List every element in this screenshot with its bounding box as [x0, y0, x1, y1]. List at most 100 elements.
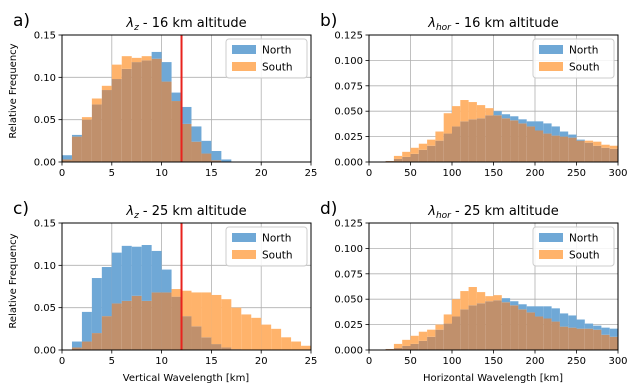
bar-overlap-a-13 [191, 141, 202, 162]
legend-label: North [569, 233, 598, 245]
bar-overlap-a-12 [181, 123, 192, 162]
bar-south-a-2 [81, 117, 92, 120]
bar-north-d-14 [501, 298, 511, 303]
panel-letter: c) [13, 199, 29, 219]
x-tick-label: 0 [366, 168, 372, 179]
bar-south-b-2 [402, 151, 411, 157]
bar-south-d-1 [393, 343, 403, 348]
legend-label: North [262, 45, 291, 57]
y-tick-label: 0.025 [334, 132, 363, 143]
bar-north-b-14 [501, 114, 511, 119]
bar-north-c-0 [71, 341, 82, 348]
bar-south-d-12 [485, 296, 494, 302]
bar-south-c-23 [301, 345, 311, 350]
bar-north-c-4 [111, 252, 122, 304]
bar-overlap-b-6 [435, 140, 444, 162]
bar-north-b-22 [568, 134, 577, 138]
bar-overlap-d-15 [510, 305, 519, 350]
bar-overlap-d-24 [584, 328, 594, 350]
x-tick-label: 20 [255, 356, 268, 367]
bar-south-b-6 [435, 131, 444, 141]
bar-north-a-14 [201, 140, 212, 154]
bar-north-b-23 [576, 139, 585, 141]
bar-south-a-6 [121, 56, 132, 69]
bar-south-c-13 [201, 292, 212, 338]
subplots: 0 5 10 15 20 25 0.00 0.05 0.10 0.15 λz - 16 km alt… [13, 11, 628, 367]
bar-south-b-5 [427, 139, 436, 146]
bar-north-c-2 [91, 278, 102, 334]
bar-north-c-5 [121, 245, 132, 301]
panel-a: 0 5 10 15 20 25 0.00 0.05 0.10 0.15 λz - 16 km alt… [13, 11, 317, 179]
bar-overlap-c-5 [121, 300, 132, 350]
bar-south-c-12 [191, 292, 202, 327]
bar-south-c-18 [251, 317, 262, 350]
x-tick-label: 50 [404, 356, 417, 367]
bar-north-b-18 [535, 121, 544, 131]
panel-d: 0 50 100 150 200 250 300 0.000 0.025 0.050 0.075 0.… [320, 199, 628, 367]
bar-overlap-b-11 [476, 118, 486, 162]
bar-overlap-a-11 [171, 101, 182, 162]
y-tick-label: 0.00 [34, 158, 56, 169]
bar-overlap-c-11 [181, 316, 192, 350]
y-tick-label: 0.05 [34, 115, 56, 126]
bar-south-c-10 [171, 289, 182, 297]
x-tick-label: 15 [205, 356, 218, 367]
bar-south-d-5 [427, 329, 436, 337]
bar-overlap-c-9 [161, 292, 172, 350]
bar-overlap-d-16 [518, 309, 527, 350]
bar-overlap-a-5 [111, 79, 122, 162]
bar-south-b-12 [485, 108, 494, 116]
bar-overlap-b-22 [568, 137, 577, 162]
bar-overlap-c-2 [91, 333, 102, 350]
bar-overlap-b-2 [402, 156, 411, 162]
bar-south-b-7 [443, 113, 452, 134]
x-tick-label: 20 [255, 168, 268, 179]
bar-overlap-d-10 [468, 305, 477, 350]
x-tick-label: 150 [484, 356, 503, 367]
bar-north-b-13 [493, 111, 502, 116]
y-tick-label: 0.050 [334, 295, 363, 306]
bar-north-b-20 [551, 126, 560, 136]
bar-south-c-20 [271, 328, 282, 350]
bar-overlap-b-24 [584, 142, 594, 162]
bar-overlap-b-16 [518, 123, 527, 162]
legend-swatch [232, 62, 256, 71]
bar-south-b-3 [410, 147, 419, 154]
bar-south-c-22 [291, 341, 302, 350]
plot-frame [61, 34, 312, 163]
bar-north-c-7 [141, 245, 152, 301]
y-tick-label: 0.15 [34, 219, 56, 230]
panel-c: 0 5 10 15 20 25 0.00 0.05 0.10 0.15 λz - 25 km alt… [13, 199, 317, 367]
panel-letter: d) [320, 199, 337, 219]
x-tick-label: 250 [567, 168, 586, 179]
bar-north-a-12 [181, 106, 192, 124]
x-tick-label: 25 [305, 168, 318, 179]
y-tick-label: 0.000 [334, 346, 363, 357]
bar-south-a-4 [101, 85, 112, 91]
panel-b: 0 50 100 150 200 250 300 0.000 0.025 0.050 0.075 0.… [320, 11, 628, 179]
bar-overlap-a-15 [211, 160, 222, 162]
x-tick-label: 50 [404, 168, 417, 179]
x-tick-label: 300 [608, 356, 627, 367]
bar-overlap-c-1 [81, 341, 92, 350]
bar-south-c-14 [211, 294, 222, 345]
bar-overlap-d-9 [460, 309, 469, 350]
bar-overlap-b-7 [443, 133, 452, 162]
bar-north-b-17 [526, 121, 535, 127]
bar-south-b-10 [468, 102, 477, 120]
y-tick-label: 0.075 [334, 81, 363, 92]
bar-north-d-16 [518, 304, 527, 310]
y-tick-label: 0.125 [334, 31, 363, 42]
x-tick-label: 10 [155, 356, 168, 367]
bar-overlap-b-20 [551, 135, 560, 162]
x-tick-label: 0 [59, 168, 65, 179]
y-tick-label: 0.00 [34, 346, 56, 357]
bar-overlap-b-8 [452, 126, 461, 162]
legend-label: North [262, 233, 291, 245]
x-tick-label: 250 [567, 356, 586, 367]
bar-overlap-c-10 [171, 296, 182, 350]
bar-overlap-c-6 [131, 295, 142, 350]
bar-north-d-26 [601, 327, 610, 335]
bar-south-b-11 [476, 105, 486, 119]
